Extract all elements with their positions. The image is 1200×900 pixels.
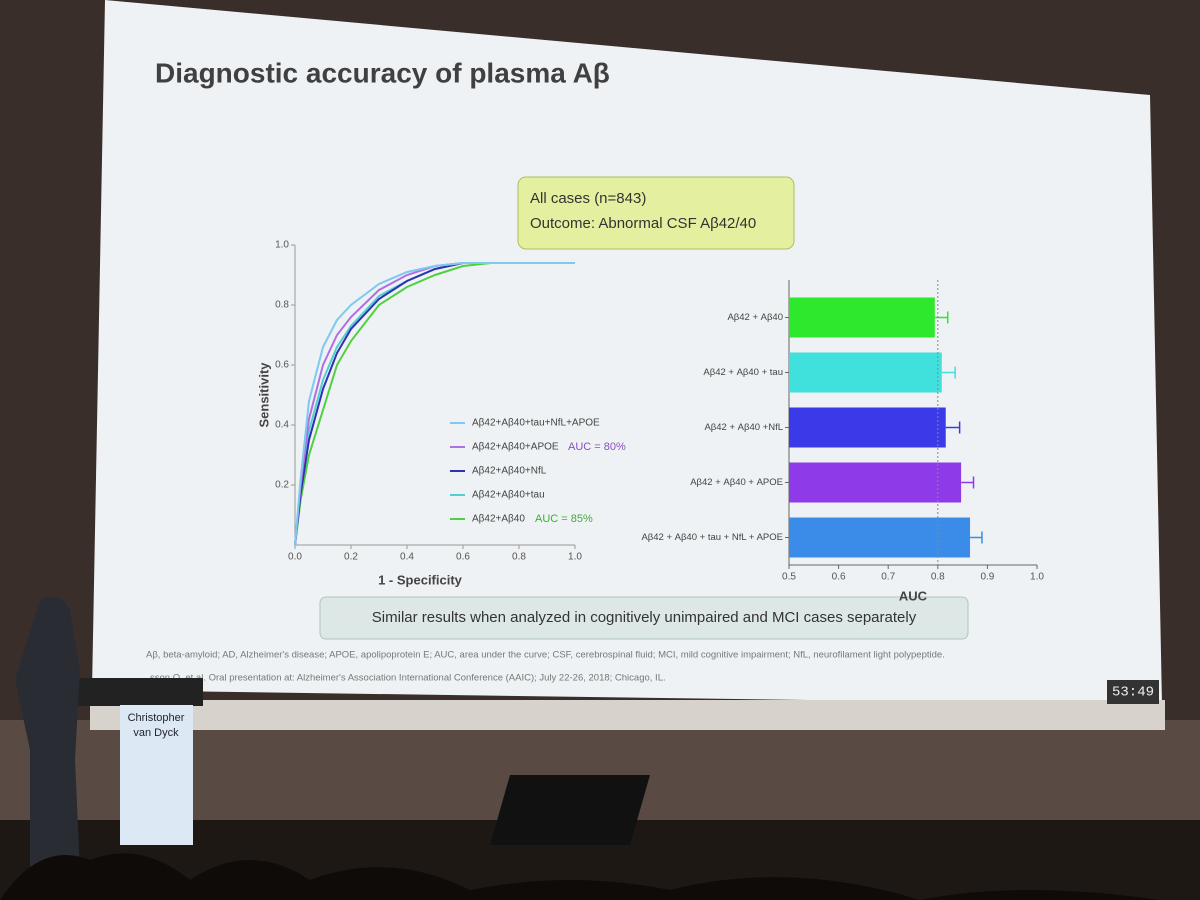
screen-base xyxy=(90,700,1165,730)
y-tick-label: 0.8 xyxy=(275,300,289,311)
bar xyxy=(789,407,946,448)
footnote: Aβ, beta-amyloid; AD, Alzheimer's diseas… xyxy=(146,650,945,661)
audience xyxy=(0,853,1200,900)
legend-label: Aβ42+Aβ40+tau xyxy=(472,490,545,501)
x-tick-label: 1.0 xyxy=(568,552,582,563)
bar xyxy=(789,517,971,558)
y-tick-label: 1.0 xyxy=(275,240,289,251)
x-tick-label: 0.2 xyxy=(344,552,358,563)
x-tick-label: 0.6 xyxy=(456,552,470,563)
x-axis-label: 1 - Specificity xyxy=(378,572,463,587)
slide-title: Diagnostic accuracy of plasma Aβ xyxy=(155,57,610,88)
footnote: sson O, et al. Oral presentation at: Alz… xyxy=(150,673,666,684)
x-tick-label: 0.0 xyxy=(288,552,302,563)
note-text: Similar results when analyzed in cogniti… xyxy=(372,609,917,626)
speaker xyxy=(15,596,80,870)
error-bar xyxy=(961,476,975,489)
bar xyxy=(789,352,942,393)
legend-label: Aβ42+Aβ40+tau+NfL+APOE xyxy=(472,418,600,429)
podium xyxy=(78,678,203,706)
x-tick-label: 0.8 xyxy=(512,552,526,563)
error-bar xyxy=(934,311,949,324)
x-tick-label: 0.6 xyxy=(832,572,846,583)
callout-text: Outcome: Abnormal CSF Aβ42/40 xyxy=(530,215,756,232)
legend-label: Aβ42+Aβ40+NfL xyxy=(472,466,547,477)
bar xyxy=(789,462,962,503)
roc-curve xyxy=(294,262,575,546)
legend-label: Aβ42+Aβ40+APOE xyxy=(472,442,559,453)
y-tick-label: 0.4 xyxy=(275,420,289,431)
timer-box xyxy=(1107,680,1159,704)
category-label: Aβ42 + Aβ40 + tau xyxy=(703,367,783,378)
x-tick-label: 0.4 xyxy=(400,552,414,563)
x-axis-label: AUC xyxy=(899,588,928,603)
error-bar xyxy=(970,531,983,544)
x-tick-label: 0.5 xyxy=(782,572,796,583)
category-label: Aβ42 + Aβ40 + APOE xyxy=(690,477,783,488)
x-tick-label: 0.7 xyxy=(881,572,895,583)
x-tick-label: 1.0 xyxy=(1030,572,1044,583)
y-tick-label: 0.2 xyxy=(275,480,289,491)
category-label: Aβ42 + Aβ40 xyxy=(727,312,783,323)
speaker-name: Christopher xyxy=(128,712,185,724)
y-tick-label: 0.6 xyxy=(275,360,289,371)
x-tick-label: 0.9 xyxy=(980,572,994,583)
annotation: AUC = 80% xyxy=(568,441,626,453)
timer: 53:49 xyxy=(1112,685,1154,701)
monitor xyxy=(490,775,650,845)
note-box xyxy=(319,596,969,640)
bar xyxy=(789,297,935,338)
annotation: AUC = 85% xyxy=(535,513,593,525)
callout-text: All cases (n=843) xyxy=(530,190,646,207)
x-tick-label: 0.8 xyxy=(931,572,945,583)
callout-box xyxy=(517,176,795,250)
error-bar xyxy=(945,421,961,434)
legend-label: Aβ42+Aβ40 xyxy=(472,514,525,525)
category-label: Aβ42 + Aβ40 +NfL xyxy=(704,422,783,433)
podium-sign xyxy=(120,705,193,845)
error-bar xyxy=(941,366,956,379)
category-label: Aβ42 + Aβ40 + tau + NfL + APOE xyxy=(641,532,783,543)
speaker-name: van Dyck xyxy=(133,727,179,739)
y-axis-label: Sensitivity xyxy=(256,362,271,428)
